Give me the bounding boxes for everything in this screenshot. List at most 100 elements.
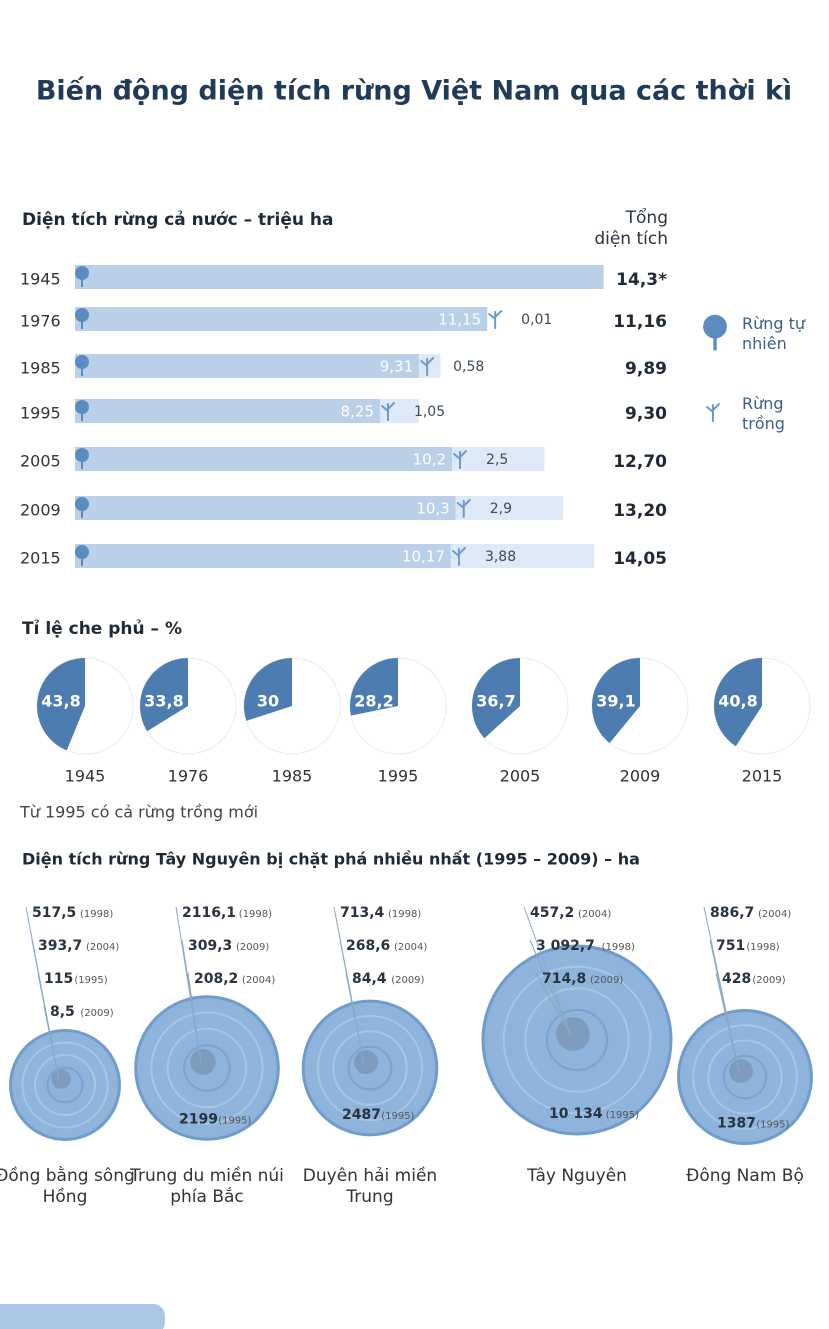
bar-natural (75, 447, 453, 471)
year-label: (1995) (381, 1111, 414, 1122)
bar-planted (450, 544, 595, 568)
year-label: (2009) (391, 975, 424, 986)
ring (332, 1030, 408, 1106)
pie-slice (244, 658, 292, 721)
ring (347, 1045, 393, 1091)
value-label: 428 (722, 971, 751, 987)
value-label: 1387 (717, 1115, 756, 1131)
value-label: 11,15 (438, 311, 481, 329)
leader-line (529, 939, 572, 1037)
totals-header: Tổng diện tích (594, 208, 668, 250)
y-tick-label: 1985 (20, 359, 61, 378)
ring (502, 965, 652, 1115)
year-label: (1995) (218, 1115, 251, 1126)
bar-planted (452, 447, 545, 471)
x-tick-label: 1985 (272, 767, 313, 786)
year-label: (1998) (239, 909, 272, 920)
value-label: 714,8 (542, 971, 586, 987)
leader-line (715, 972, 740, 1074)
footer-bar (0, 1304, 165, 1329)
value-label: 2199 (179, 1111, 218, 1127)
value-label: 9,31 (380, 358, 413, 376)
ring-core (556, 1017, 590, 1051)
ring-core (190, 1049, 216, 1075)
value-label: 309,3 (188, 938, 232, 954)
value-label: 39,1 (596, 692, 635, 711)
region-name: Tây Nguyên (527, 1166, 627, 1186)
section-title: Tỉ lệ che phủ – % (22, 619, 182, 639)
sprout-icon (451, 547, 466, 566)
sprout-icon (453, 450, 468, 469)
region-name: Duyên hải miền Trung (302, 1166, 438, 1208)
value-label: 3 092,7 (536, 938, 595, 954)
ring (46, 1066, 84, 1104)
bar-natural (75, 354, 420, 378)
year-label: (2004) (86, 942, 119, 953)
sprout-icon (420, 357, 435, 376)
pie-slice (350, 658, 398, 716)
value-label: 33,8 (144, 692, 183, 711)
tree-icon (75, 448, 89, 462)
pie-slice (37, 658, 85, 751)
year-label: (2009) (590, 975, 623, 986)
tree-icon (75, 355, 89, 369)
ring (692, 1024, 798, 1130)
value-label: 713,4 (340, 905, 385, 921)
ring (166, 1027, 248, 1109)
year-label: (1995) (606, 1110, 639, 1121)
x-tick-label: 1995 (378, 767, 419, 786)
ring (150, 1011, 264, 1125)
value-label: 208,2 (194, 971, 238, 987)
total-label: 14,3* (616, 270, 667, 290)
ring (722, 1054, 768, 1100)
tree-icon (75, 400, 89, 414)
ring (183, 1044, 231, 1092)
leader-line (523, 906, 572, 1037)
value-label: 30 (257, 692, 279, 711)
year-label: (2009) (80, 1008, 113, 1019)
legend-label: Rừng tự nhiên (742, 314, 806, 353)
x-tick-label: 1976 (168, 767, 209, 786)
sprout-icon (380, 402, 395, 421)
bar-planted (379, 399, 419, 423)
value-label: 457,2 (530, 905, 574, 921)
tree-icon (75, 266, 89, 280)
region-name: Đồng bằng sông Hồng (0, 1166, 135, 1208)
value-label: 10,3 (416, 500, 449, 518)
ring (34, 1054, 96, 1116)
value-label: 2,5 (486, 452, 508, 468)
value-label: 517,5 (32, 905, 76, 921)
bar-natural (75, 496, 456, 520)
section-title: Diện tích rừng cả nước – triệu ha (22, 210, 333, 230)
year-label: (2004) (578, 909, 611, 920)
value-label: 751 (716, 938, 745, 954)
tree-icon (75, 497, 89, 511)
bar-natural (75, 307, 488, 331)
value-label: 2487 (342, 1107, 381, 1123)
bar-natural (75, 265, 604, 289)
tree-icon (75, 308, 89, 322)
x-tick-label: 2015 (742, 767, 783, 786)
legend-label: Rừng trồng (742, 394, 785, 433)
value-label: 43,8 (41, 692, 80, 711)
region-name: Trung du miền núi phía Bắc (130, 1166, 284, 1208)
y-tick-label: 2009 (20, 501, 61, 520)
x-tick-label: 2005 (500, 767, 541, 786)
x-tick-label: 2009 (620, 767, 661, 786)
value-label: 8,5 (50, 1004, 75, 1020)
region-name: Đông Nam Bộ (686, 1166, 804, 1186)
value-label: 115 (44, 971, 73, 987)
page-title: Biến động diện tích rừng Việt Nam qua cá… (36, 76, 792, 107)
year-label: (2009) (752, 975, 785, 986)
value-label: 393,7 (38, 938, 82, 954)
year-label: (1998) (746, 942, 779, 953)
year-label: (2004) (394, 942, 427, 953)
pie-slice (592, 658, 640, 744)
year-label: (1995) (756, 1119, 789, 1130)
note: Từ 1995 có cả rừng trồng mới (19, 803, 258, 822)
year-label: (2009) (236, 942, 269, 953)
value-label: 40,8 (718, 692, 757, 711)
ring-core (51, 1069, 71, 1089)
